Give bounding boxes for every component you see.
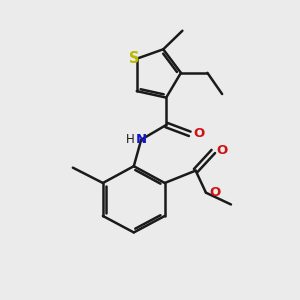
Text: H: H [126, 133, 134, 146]
Text: O: O [209, 187, 221, 200]
Text: N: N [136, 133, 147, 146]
Text: O: O [194, 127, 205, 140]
Text: O: O [217, 144, 228, 157]
Text: S: S [129, 51, 140, 66]
